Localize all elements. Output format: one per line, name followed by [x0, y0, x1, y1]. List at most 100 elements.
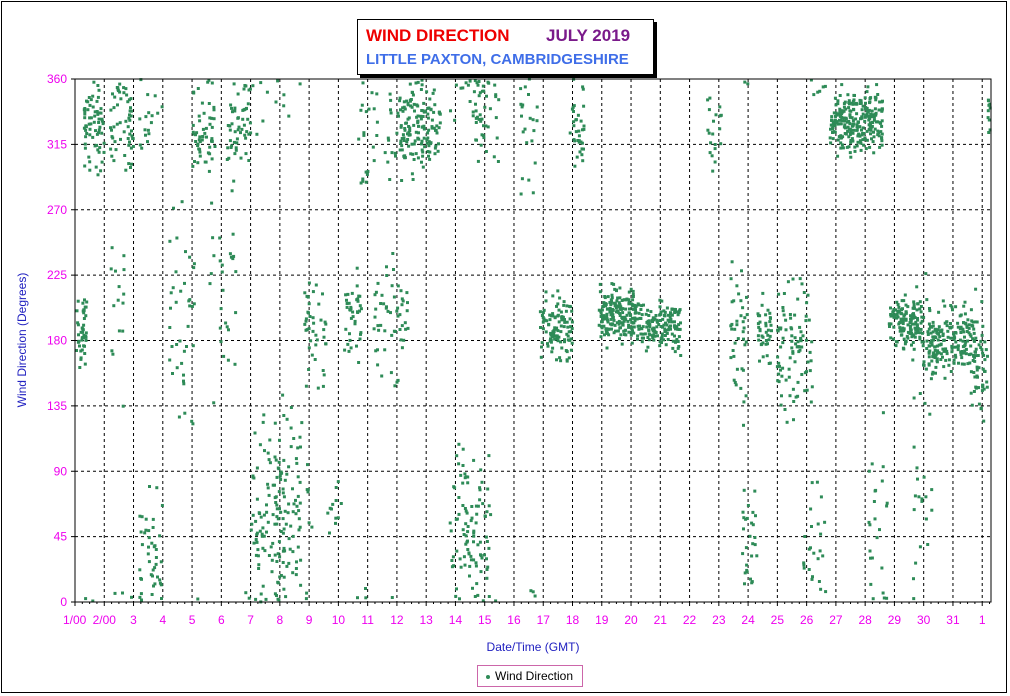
data-point: [207, 78, 211, 82]
data-point: [892, 309, 896, 313]
data-point: [796, 380, 800, 384]
data-point: [344, 293, 348, 297]
data-point: [630, 316, 634, 320]
data-point: [156, 575, 159, 579]
data-point: [287, 465, 291, 469]
data-point: [751, 523, 755, 527]
data-point: [881, 411, 885, 415]
data-point: [314, 333, 318, 337]
data-point: [364, 170, 368, 174]
data-point: [83, 352, 87, 355]
x-tick-label: 5: [189, 613, 196, 627]
data-point: [834, 114, 837, 118]
data-point: [972, 390, 976, 393]
data-point: [198, 147, 202, 151]
data-point: [570, 107, 574, 111]
data-point: [383, 329, 387, 333]
data-point: [474, 121, 478, 124]
data-point: [455, 549, 459, 553]
data-point: [786, 280, 790, 284]
data-point: [869, 556, 872, 560]
data-point: [374, 290, 378, 294]
data-point: [648, 322, 652, 326]
data-point: [212, 117, 216, 121]
data-point: [401, 133, 405, 137]
data-point: [942, 365, 946, 369]
data-point: [920, 319, 924, 323]
data-point: [84, 128, 88, 132]
data-point: [539, 355, 543, 359]
data-point: [396, 306, 400, 310]
data-point: [262, 413, 266, 417]
data-point: [375, 134, 379, 137]
data-point: [964, 352, 968, 356]
data-point: [279, 574, 283, 577]
data-point: [743, 582, 746, 586]
data-point: [243, 107, 247, 111]
data-point: [801, 334, 805, 338]
data-point: [286, 511, 290, 515]
data-point: [426, 131, 430, 135]
data-point: [869, 112, 873, 116]
data-point: [952, 335, 956, 339]
data-point: [540, 314, 544, 317]
data-point: [637, 303, 641, 307]
data-point: [128, 113, 131, 117]
data-point: [898, 309, 902, 313]
data-point: [966, 339, 970, 343]
data-point: [613, 304, 617, 308]
data-point: [304, 317, 308, 321]
data-point: [559, 324, 563, 328]
data-point: [912, 305, 916, 309]
data-point: [677, 309, 681, 313]
data-point: [480, 556, 484, 560]
data-point: [737, 292, 741, 296]
data-point: [396, 111, 400, 115]
data-point: [158, 581, 162, 585]
data-point: [617, 301, 621, 305]
data-point: [673, 350, 677, 354]
data-point: [941, 347, 945, 351]
data-point: [894, 308, 898, 312]
data-point: [782, 292, 786, 295]
data-point: [552, 332, 556, 336]
data-point: [625, 297, 629, 301]
data-point: [128, 118, 132, 122]
data-point: [964, 340, 968, 344]
data-point: [255, 466, 259, 470]
data-point: [408, 99, 412, 103]
data-points: [75, 77, 992, 604]
data-point: [382, 302, 386, 306]
data-point: [376, 281, 380, 285]
data-point: [935, 357, 939, 361]
data-point: [234, 148, 238, 152]
data-point: [126, 125, 130, 129]
data-point: [911, 322, 915, 326]
data-point: [275, 522, 279, 526]
data-point: [314, 343, 318, 347]
data-point: [902, 299, 906, 303]
data-point: [76, 299, 80, 303]
data-point: [923, 401, 927, 405]
data-point: [869, 582, 873, 586]
data-point: [764, 321, 768, 325]
data-point: [492, 155, 496, 159]
data-point: [251, 84, 255, 88]
data-point: [470, 516, 474, 520]
data-point: [414, 152, 418, 156]
data-point: [908, 326, 912, 330]
data-point: [787, 367, 791, 371]
data-point: [372, 327, 376, 331]
data-point: [706, 98, 710, 102]
data-point: [941, 332, 945, 336]
data-point: [285, 564, 289, 568]
data-point: [466, 548, 470, 551]
data-point: [461, 528, 465, 532]
data-point: [929, 341, 933, 344]
data-point: [869, 114, 873, 118]
data-point: [798, 277, 802, 281]
data-point: [121, 329, 125, 333]
data-point: [555, 326, 559, 330]
x-tick-label: 9: [306, 613, 313, 627]
data-point: [866, 114, 870, 118]
